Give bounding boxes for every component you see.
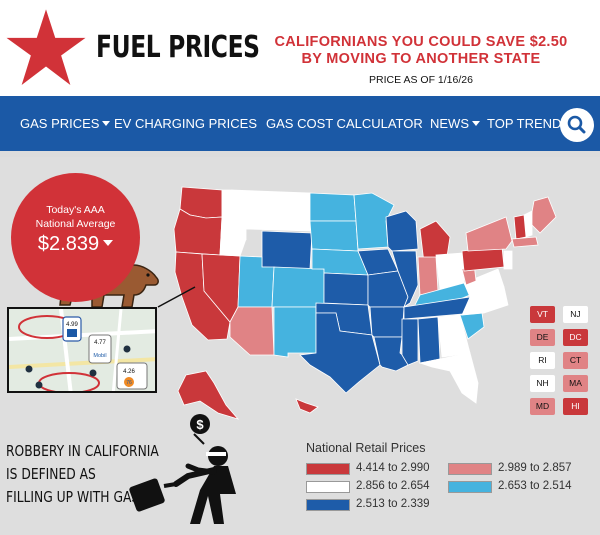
state-box-ma[interactable]: MA — [563, 375, 588, 392]
aaa-value: $2.839 — [11, 233, 140, 256]
gas-price-map-section: Today's AAA National Average $2.839 4.99 — [0, 157, 600, 535]
inset-price-3: 4.26 — [123, 369, 135, 375]
robbery-line-3: FILLING UP WITH GAS — [6, 488, 140, 506]
state-tx — [299, 312, 381, 394]
chevron-down-icon — [472, 121, 480, 126]
aaa-label: Today's AAA National Average — [11, 203, 140, 231]
legend-label-white: 2.856 to 2.654 — [356, 480, 430, 492]
star-logo-icon[interactable] — [4, 6, 88, 90]
state-in — [417, 256, 439, 296]
robbery-caption: ROBBERY IN CALIFORNIA IS DEFINED AS FILL… — [6, 440, 159, 509]
state-ny — [465, 216, 513, 252]
legend-swatch-light-blue — [448, 481, 492, 493]
inset-brand: Mobil — [93, 353, 106, 359]
legend-label-pink: 2.989 to 2.857 — [498, 462, 572, 474]
nav-item-gas-prices[interactable]: GAS PRICES — [20, 116, 111, 131]
legend-title: National Retail Prices — [306, 441, 426, 455]
legend-swatch-pink — [448, 463, 492, 475]
state-va — [463, 268, 505, 298]
nav-item-news[interactable]: NEWS — [430, 116, 480, 131]
nav-item-top-trends[interactable]: TOP TRENDS — [487, 116, 570, 131]
state-me — [529, 196, 557, 234]
headline-line-2: BY MOVING TO ANOTHER STATE — [301, 51, 541, 67]
state-box-nj[interactable]: NJ — [563, 306, 588, 323]
state-box-de[interactable]: DE — [530, 329, 555, 346]
legend-label-red: 4.414 to 2.990 — [356, 462, 430, 474]
state-ma-map — [511, 236, 539, 248]
inset-street-map[interactable]: 4.99 4.77 Mobil 4.26 76 — [7, 307, 157, 393]
state-il — [391, 250, 419, 309]
site-header: FUEL PRICES CALIFORNIANS YOU COULD SAVE … — [0, 0, 600, 96]
station-price-tag: 4.26 76 — [116, 362, 148, 390]
mobil-station-icon: 4.77 Mobil — [88, 334, 112, 364]
chevron-down-icon — [102, 121, 111, 126]
state-ak — [177, 370, 240, 420]
state-az — [229, 306, 275, 356]
state-box-vt[interactable]: VT — [530, 306, 555, 323]
state-box-dc[interactable]: DC — [563, 329, 588, 346]
nav-item-label: EV CHARGING PRICES — [114, 116, 258, 131]
state-box-nh[interactable]: NH — [530, 375, 555, 392]
robbery-line-1: ROBBERY IN CALIFORNIA — [6, 442, 159, 460]
nav-item-ev-charging-prices[interactable]: EV CHARGING PRICES — [114, 116, 257, 131]
aaa-average-badge[interactable]: Today's AAA National Average $2.839 — [11, 173, 140, 302]
aaa-label-line-2: National Average — [35, 218, 116, 230]
inset-price-1: 4.99 — [66, 322, 78, 328]
state-ms — [401, 318, 419, 366]
state-hi — [295, 398, 319, 414]
state-co — [271, 266, 325, 308]
legend-swatch-dark-blue — [306, 499, 350, 511]
nav-divider — [0, 151, 600, 157]
aaa-label-line-1: Today's AAA — [46, 204, 105, 216]
legend-swatch-red — [306, 463, 350, 475]
state-sd — [309, 220, 359, 252]
station-dot — [123, 345, 131, 353]
state-wi — [385, 210, 419, 252]
state-al — [417, 316, 441, 364]
state-fl — [418, 352, 479, 404]
nav-item-gas-cost-calculator[interactable]: GAS COST CALCULATOR — [266, 116, 423, 131]
state-nm — [273, 306, 317, 358]
caret-down-icon — [103, 240, 114, 246]
site-logo-text[interactable]: FUEL PRICES — [96, 30, 260, 65]
robber-with-dollar-bag-icon: $ — [129, 414, 236, 524]
svg-text:$: $ — [196, 417, 204, 432]
main-nav: GAS PRICES EV CHARGING PRICES GAS COST C… — [0, 96, 600, 151]
aaa-value-text: $2.839 — [37, 233, 100, 255]
state-box-md[interactable]: MD — [530, 398, 555, 415]
station-dot — [25, 365, 33, 373]
inset-price-4: 76 — [126, 380, 132, 386]
search-icon — [567, 115, 586, 134]
state-nd — [309, 192, 357, 222]
legend-label-dark-blue: 2.513 to 2.339 — [356, 498, 430, 510]
search-button[interactable] — [560, 108, 594, 142]
state-ar — [369, 306, 405, 338]
headline-line-1: CALIFORNIANS YOU COULD SAVE $2.50 — [274, 34, 568, 50]
state-ks — [323, 272, 369, 306]
state-box-ct[interactable]: CT — [563, 352, 588, 369]
chevron-station-icon: 4.99 — [62, 316, 82, 342]
state-vt — [513, 214, 527, 240]
state-oh — [435, 252, 465, 290]
nav-item-label: TOP TRENDS — [487, 116, 571, 131]
legend-swatch-white — [306, 481, 350, 493]
street-map-image: 4.99 4.77 Mobil 4.26 76 — [9, 309, 155, 391]
robbery-line-2: IS DEFINED AS — [6, 465, 96, 483]
callout-line — [157, 286, 196, 308]
state-wy — [261, 230, 313, 270]
nav-item-label: NEWS — [430, 116, 469, 131]
inset-price-2: 4.77 — [94, 340, 106, 346]
state-box-hi[interactable]: HI — [563, 398, 588, 415]
nav-item-label: GAS COST CALCULATOR — [266, 116, 423, 131]
nav-item-label: GAS PRICES — [20, 116, 100, 131]
state-box-ri[interactable]: RI — [530, 352, 555, 369]
station-dot — [35, 381, 43, 389]
station-dot — [89, 369, 97, 377]
state-nj-map — [503, 250, 513, 270]
legend-label-light-blue: 2.653 to 2.514 — [498, 480, 572, 492]
headline: CALIFORNIANS YOU COULD SAVE $2.50 BY MOV… — [258, 34, 584, 68]
price-date: PRICE AS OF 1/16/26 — [369, 74, 473, 86]
